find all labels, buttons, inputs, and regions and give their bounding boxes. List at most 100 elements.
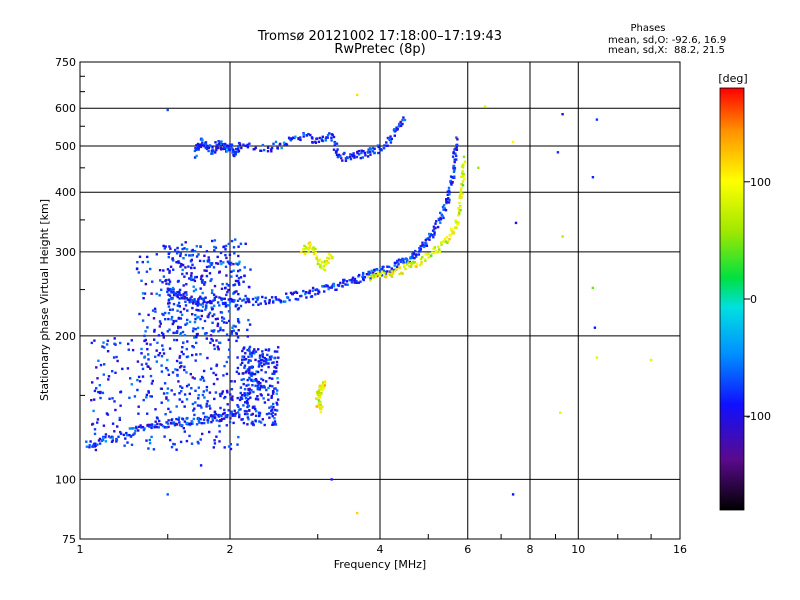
- data-point: [127, 348, 130, 351]
- data-point: [150, 382, 154, 385]
- data-point: [167, 317, 170, 321]
- data-point: [247, 361, 250, 364]
- data-point: [172, 442, 175, 446]
- data-point: [184, 304, 188, 307]
- data-point: [208, 144, 212, 147]
- data-point: [315, 255, 319, 258]
- data-point: [423, 258, 427, 261]
- data-point: [239, 386, 243, 389]
- data-point: [314, 251, 317, 255]
- data-point: [244, 242, 247, 245]
- data-point: [115, 355, 118, 359]
- data-point: [252, 350, 255, 353]
- data-point: [155, 253, 158, 256]
- data-point: [221, 390, 224, 393]
- data-point: [144, 282, 148, 286]
- data-point: [449, 175, 453, 178]
- data-point: [185, 272, 188, 275]
- y-tick-label: 500: [55, 140, 76, 153]
- data-point: [246, 378, 249, 382]
- data-point: [223, 411, 226, 415]
- data-point: [225, 415, 229, 419]
- data-point: [304, 252, 307, 255]
- data-point: [229, 393, 232, 396]
- data-point: [386, 144, 389, 147]
- data-point: [238, 283, 241, 286]
- data-point: [225, 333, 229, 336]
- data-point: [219, 260, 222, 263]
- data-point: [215, 262, 218, 265]
- data-point: [344, 157, 348, 160]
- data-point: [211, 146, 214, 149]
- data-point: [161, 348, 165, 351]
- data-point: [222, 321, 226, 324]
- data-point: [164, 245, 167, 248]
- data-point: [260, 364, 264, 368]
- data-point: [178, 354, 182, 358]
- data-point: [377, 145, 380, 149]
- data-point: [318, 389, 321, 392]
- data-point: [179, 332, 183, 335]
- data-point: [378, 269, 382, 273]
- data-point: [225, 321, 228, 324]
- data-point: [319, 400, 322, 404]
- data-point: [182, 295, 185, 298]
- data-point: [200, 422, 203, 425]
- data-point: [239, 408, 242, 411]
- data-point: [254, 414, 258, 417]
- data-point: [249, 373, 252, 376]
- data-point: [450, 227, 453, 231]
- data-point: [225, 147, 229, 150]
- data-point: [197, 417, 201, 420]
- data-point: [223, 145, 226, 148]
- data-point: [220, 143, 223, 146]
- data-point: [212, 446, 215, 449]
- data-point: [158, 419, 161, 423]
- x-tick-label: 8: [527, 543, 534, 556]
- data-point: [251, 422, 255, 426]
- data-point: [211, 308, 214, 311]
- data-point: [179, 361, 183, 364]
- data-point: [248, 377, 251, 381]
- data-point: [141, 260, 144, 264]
- data-point: [110, 440, 114, 443]
- data-point: [210, 420, 213, 424]
- data-point: [182, 352, 185, 356]
- data-point: [451, 176, 454, 179]
- data-point: [185, 421, 189, 425]
- data-point: [305, 296, 308, 299]
- data-point: [211, 239, 214, 243]
- data-point: [213, 347, 216, 351]
- data-point: [130, 383, 133, 386]
- data-point: [413, 261, 417, 264]
- data-point: [205, 337, 208, 340]
- data-point: [369, 148, 373, 151]
- data-point: [197, 442, 200, 445]
- data-point: [279, 299, 282, 303]
- data-point: [374, 274, 378, 277]
- data-point: [244, 294, 247, 298]
- data-point: [296, 298, 300, 301]
- data-point: [316, 292, 320, 295]
- data-point: [203, 332, 207, 335]
- data-point: [136, 261, 139, 264]
- data-point: [405, 261, 408, 264]
- data-point: [424, 239, 427, 242]
- data-point: [197, 397, 200, 400]
- data-point: [195, 308, 198, 312]
- data-point: [302, 248, 305, 251]
- data-point: [160, 288, 163, 291]
- data-point: [304, 292, 307, 296]
- data-point: [177, 316, 181, 320]
- data-point: [262, 384, 266, 388]
- data-point: [191, 353, 194, 357]
- data-point: [440, 241, 443, 244]
- data-point: [113, 400, 116, 403]
- data-point: [162, 392, 166, 395]
- data-point: [272, 423, 276, 426]
- data-point: [259, 359, 263, 362]
- data-point: [369, 277, 372, 280]
- data-point: [230, 397, 234, 401]
- data-point: [234, 150, 238, 154]
